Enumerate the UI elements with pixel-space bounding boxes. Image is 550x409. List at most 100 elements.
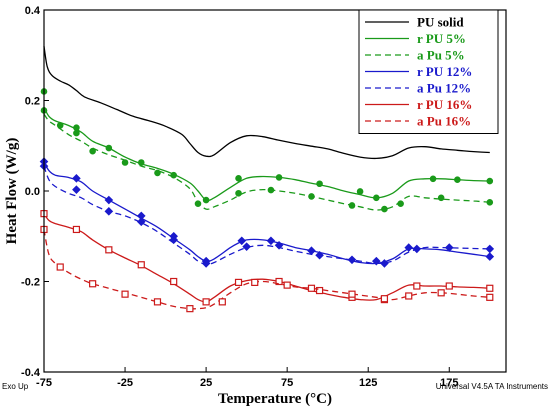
data-point (372, 256, 381, 266)
series-line (43, 229, 490, 310)
legend-label: r PU 16% (417, 97, 472, 112)
data-point (72, 174, 81, 183)
series-line (43, 161, 490, 265)
data-point (486, 293, 494, 301)
data-point (275, 277, 283, 286)
data-point (154, 169, 161, 177)
x-tick-label: 175 (440, 377, 458, 389)
data-point (121, 290, 129, 298)
data-point (89, 147, 96, 155)
data-point (72, 185, 81, 194)
data-point (454, 176, 461, 183)
data-point (218, 298, 226, 306)
data-point (373, 194, 380, 202)
data-point (72, 225, 81, 234)
data-point (429, 175, 437, 183)
x-tick-label: 75 (281, 377, 293, 389)
data-point (437, 289, 445, 297)
data-point (169, 235, 178, 245)
series-line (43, 213, 490, 303)
footer-right-label: Universal V4.5A TA Instruments (436, 382, 548, 391)
data-point (348, 290, 356, 298)
data-point (136, 217, 146, 227)
data-point (283, 281, 291, 289)
data-point (202, 298, 210, 306)
legend-label: r PU 12% (417, 64, 472, 79)
data-point (413, 282, 421, 290)
data-point (405, 292, 413, 300)
series-0 (43, 46, 490, 160)
data-point (316, 180, 323, 188)
data-point (170, 277, 178, 286)
data-point (104, 195, 114, 205)
y-tick-label: 0.4 (25, 5, 41, 17)
series-line (43, 46, 490, 160)
y-tick-label: -0.2 (21, 277, 40, 289)
data-point (56, 263, 64, 271)
series-6 (40, 225, 494, 313)
legend-label: r PU 5% (417, 31, 466, 46)
data-point (121, 159, 129, 166)
data-point (444, 243, 454, 252)
data-point (274, 240, 284, 250)
data-point (170, 171, 177, 179)
data-point (237, 236, 247, 246)
data-point (137, 159, 145, 166)
data-point (267, 186, 275, 194)
data-point (381, 205, 388, 213)
y-tick-label: -0.4 (21, 367, 41, 379)
y-axis-title: Heat Flow (W/g) (4, 138, 20, 245)
data-point (89, 280, 97, 288)
x-tick-label: 25 (200, 377, 212, 389)
y-tick-label: 0.2 (25, 96, 40, 108)
data-point (275, 174, 283, 181)
data-point (235, 189, 242, 197)
data-point (105, 144, 113, 152)
data-point (153, 298, 162, 306)
data-point (235, 175, 242, 182)
data-point (194, 200, 202, 207)
data-point (404, 243, 414, 252)
series-line (43, 165, 490, 265)
data-point (104, 207, 114, 216)
x-tick-label: -25 (117, 377, 133, 389)
data-point (315, 286, 324, 295)
data-point (486, 177, 494, 185)
data-point (266, 236, 276, 246)
data-point (380, 295, 389, 303)
data-point (251, 278, 259, 287)
data-point (348, 202, 356, 209)
data-point (201, 259, 211, 268)
data-point (397, 200, 404, 207)
x-tick-label: 125 (359, 377, 377, 389)
data-point (307, 284, 316, 292)
data-point (105, 246, 113, 254)
data-point (486, 284, 494, 292)
data-point (486, 199, 494, 206)
legend-label: a Pu 16% (417, 114, 471, 129)
series-line (43, 106, 490, 202)
data-point (137, 261, 145, 269)
footer-left-label: Exo Up (2, 382, 29, 391)
series-3 (39, 157, 495, 268)
data-point (437, 194, 445, 202)
y-tick-label: 0.0 (25, 186, 40, 198)
data-point (186, 305, 194, 313)
series-5 (40, 210, 494, 306)
legend-label: a Pu 5% (417, 48, 465, 63)
data-point (73, 124, 80, 131)
series-1 (40, 88, 494, 204)
legend-label: PU solid (417, 15, 464, 30)
data-point (308, 193, 315, 200)
ticks-layer: -75 -25 25 75 125 175 -0.4 -0.2 0.0 0.2 0.4 (21, 5, 458, 389)
data-point (485, 244, 495, 254)
data-point (242, 242, 251, 251)
data-point (356, 188, 364, 195)
data-point (485, 252, 495, 261)
data-point (73, 129, 80, 137)
data-point (445, 282, 453, 290)
x-axis-title: Temperature (°C) (218, 391, 332, 407)
data-point (234, 278, 243, 287)
